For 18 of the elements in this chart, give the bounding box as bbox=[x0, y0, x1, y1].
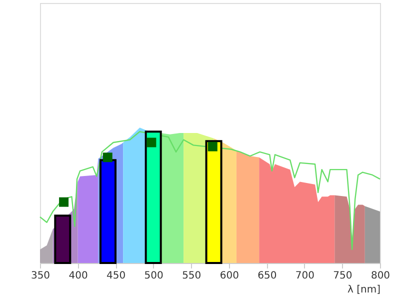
x-tick-label: 650 bbox=[258, 270, 277, 282]
point bbox=[208, 142, 218, 152]
x-tick-label: 500 bbox=[144, 270, 164, 282]
bar bbox=[205, 140, 222, 264]
point bbox=[102, 152, 112, 162]
x-tick-label: 600 bbox=[220, 270, 239, 282]
x-tick-label: 700 bbox=[295, 270, 314, 282]
point bbox=[59, 197, 69, 207]
x-tick-label: 350 bbox=[30, 270, 50, 282]
bar bbox=[54, 214, 72, 264]
x-tick-label: 400 bbox=[68, 270, 88, 282]
bar bbox=[100, 159, 116, 264]
x-tick-label: 550 bbox=[182, 270, 202, 282]
x-tick-label: 750 bbox=[333, 270, 352, 282]
x-axis-title: λ [nm] bbox=[348, 284, 381, 296]
point bbox=[146, 138, 156, 148]
x-tick-label: 450 bbox=[106, 270, 126, 282]
x-tick-label: 800 bbox=[370, 270, 390, 282]
